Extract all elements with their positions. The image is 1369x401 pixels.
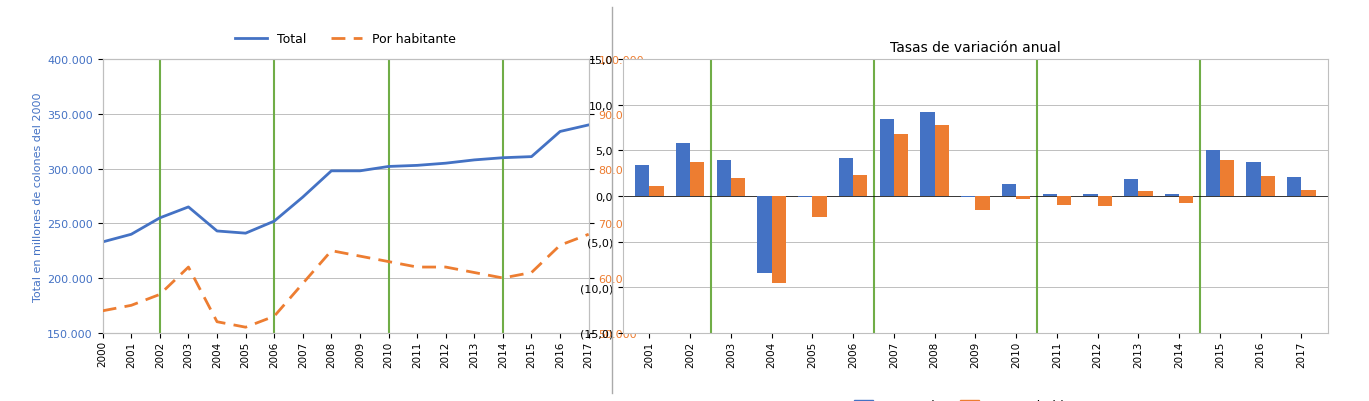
Bar: [676, 144, 690, 196]
Bar: [1098, 196, 1112, 207]
Bar: [1016, 196, 1031, 199]
Bar: [1302, 190, 1316, 196]
Bar: [772, 196, 786, 283]
Bar: [880, 120, 894, 196]
Legend: Total, Por habitante: Total, Por habitante: [230, 28, 461, 51]
Y-axis label: Total en millones de colones del 2000: Total en millones de colones del 2000: [33, 92, 42, 301]
Bar: [1246, 163, 1261, 196]
Bar: [1220, 161, 1235, 196]
Bar: [1179, 196, 1194, 204]
Bar: [961, 196, 976, 197]
Legend: ISP total, ISP por habitante: ISP total, ISP por habitante: [849, 394, 1102, 401]
Bar: [1002, 185, 1016, 196]
Bar: [894, 135, 908, 196]
Bar: [1206, 150, 1220, 196]
Bar: [935, 126, 949, 196]
Bar: [1057, 196, 1071, 206]
Bar: [976, 196, 990, 210]
Bar: [716, 161, 731, 196]
Bar: [920, 113, 935, 196]
Bar: [839, 158, 853, 196]
Y-axis label: Por habitante en colones del 2000: Por habitante en colones del 2000: [648, 101, 658, 292]
Bar: [812, 196, 827, 217]
Bar: [731, 178, 745, 196]
Bar: [635, 166, 649, 196]
Bar: [1287, 177, 1302, 196]
Bar: [757, 196, 772, 274]
Bar: [798, 196, 812, 197]
Bar: [690, 163, 705, 196]
Bar: [1083, 194, 1098, 196]
Title: Tasas de variación anual: Tasas de variación anual: [890, 41, 1061, 55]
Bar: [1139, 192, 1153, 196]
Bar: [649, 186, 664, 196]
Bar: [1124, 179, 1139, 196]
Bar: [1043, 194, 1057, 196]
Bar: [1165, 194, 1179, 196]
Bar: [1261, 176, 1275, 196]
Bar: [853, 176, 868, 196]
